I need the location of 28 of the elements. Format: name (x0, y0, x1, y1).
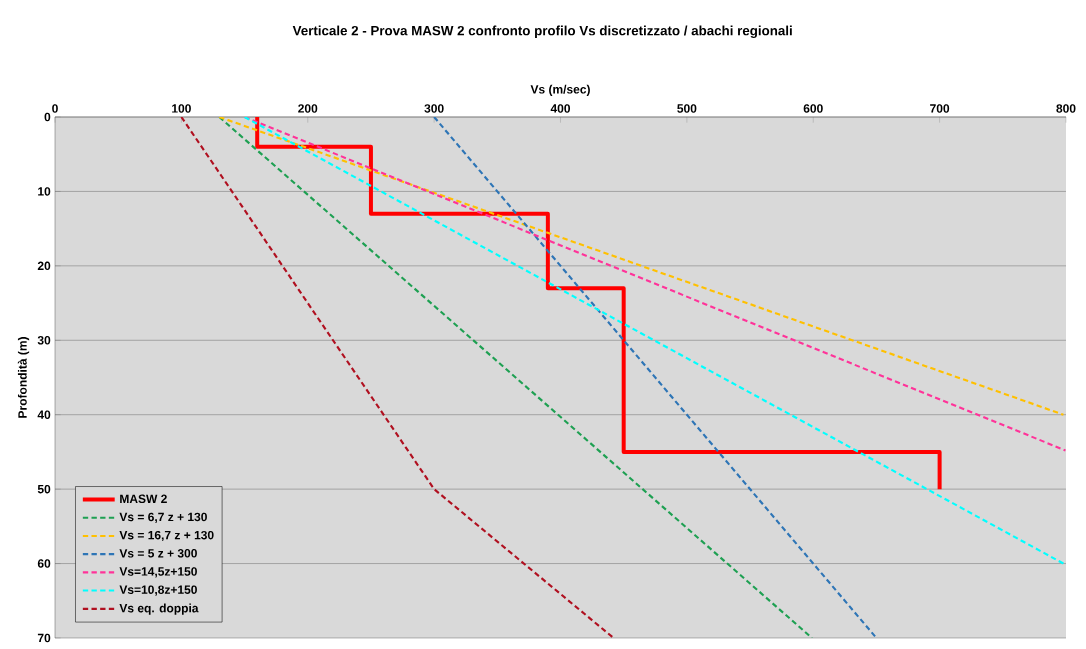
y-tick-label: 10 (38, 187, 51, 196)
line-series (255, 117, 942, 492)
y-tick-label: 70 (37, 633, 51, 643)
legend-label: Vs = 6,7 z + 130 (119, 512, 207, 523)
x-tick-label: 400 (550, 104, 571, 113)
legend-label: Vs eq. doppia (119, 603, 199, 615)
y-tick-label: 20 (37, 261, 51, 271)
legend-label: Vs = 5 z + 300 (119, 549, 197, 558)
legend-label: Vs=14,5z+150 (119, 567, 197, 578)
x-tick-label: 300 (424, 104, 444, 113)
y-axis-title: Profondità (m) (17, 337, 30, 418)
x-tick-label: 700 (930, 104, 950, 113)
x-axis-title: Vs (m/sec) (530, 84, 590, 96)
chart-title: Verticale 2 - Prova MASW 2 confronto profilo Vs discretizzato / abachi regionali (292, 25, 792, 39)
y-tick-label: 30 (37, 336, 51, 345)
x-tick-label: 600 (803, 104, 823, 113)
y-tick-label: 0 (44, 112, 51, 122)
y-tick-label: 60 (37, 559, 51, 568)
x-tick-label: 100 (172, 104, 191, 113)
y-tick-label: 50 (37, 484, 51, 494)
legend-label: Vs=10,8z+150 (119, 585, 197, 596)
x-tick-label: 0 (52, 104, 58, 113)
legend-label: MASW 2 (120, 494, 167, 504)
y-tick-label: 40 (37, 410, 51, 419)
x-tick-label: 200 (298, 104, 318, 113)
x-tick-label: 500 (677, 104, 697, 113)
legend-label: Vs = 16,7 z + 130 (119, 530, 214, 542)
x-tick-label: 800 (1056, 104, 1076, 113)
